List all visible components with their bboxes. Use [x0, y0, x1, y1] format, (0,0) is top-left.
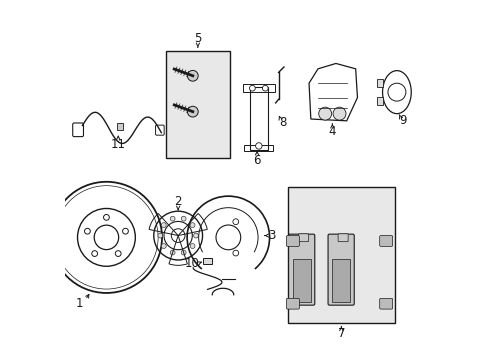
Circle shape [115, 251, 121, 256]
FancyBboxPatch shape [379, 235, 392, 246]
FancyBboxPatch shape [288, 234, 314, 305]
Text: 6: 6 [253, 154, 260, 167]
Circle shape [190, 223, 195, 228]
FancyBboxPatch shape [337, 234, 347, 242]
Circle shape [232, 250, 238, 256]
Circle shape [84, 228, 90, 234]
Text: 1: 1 [76, 297, 83, 310]
Text: 2: 2 [174, 195, 182, 208]
Bar [249, 87, 267, 149]
Circle shape [170, 250, 175, 255]
Circle shape [187, 106, 198, 117]
Circle shape [181, 250, 186, 255]
FancyBboxPatch shape [379, 298, 392, 309]
Bar [242, 84, 274, 92]
Circle shape [232, 219, 238, 225]
Text: 8: 8 [279, 116, 286, 129]
Text: 9: 9 [398, 114, 406, 127]
Circle shape [122, 228, 128, 234]
Bar [376, 97, 382, 105]
Text: 3: 3 [267, 229, 275, 242]
Circle shape [193, 233, 198, 238]
Circle shape [255, 143, 262, 149]
Circle shape [161, 244, 166, 248]
Bar [244, 145, 273, 151]
FancyBboxPatch shape [286, 298, 299, 309]
Circle shape [249, 85, 255, 91]
FancyBboxPatch shape [298, 234, 308, 242]
Circle shape [158, 233, 163, 238]
Bar [332, 259, 349, 302]
Circle shape [318, 107, 331, 120]
Circle shape [170, 216, 175, 221]
Bar [203, 258, 212, 264]
FancyBboxPatch shape [286, 235, 299, 246]
Bar [292, 259, 310, 302]
Bar [287, 187, 394, 323]
FancyBboxPatch shape [327, 234, 353, 305]
Text: 5: 5 [194, 32, 201, 45]
Circle shape [262, 85, 267, 91]
Circle shape [103, 215, 109, 220]
Circle shape [187, 71, 198, 81]
Text: 4: 4 [328, 125, 335, 138]
Bar [165, 51, 230, 158]
Text: 10: 10 [184, 257, 200, 270]
Text: 11: 11 [111, 138, 125, 150]
Circle shape [161, 223, 166, 228]
Circle shape [332, 107, 346, 120]
Text: 7: 7 [337, 327, 345, 340]
Circle shape [92, 251, 98, 256]
Circle shape [181, 216, 186, 221]
Circle shape [190, 244, 195, 248]
Bar [376, 79, 382, 87]
Bar [117, 123, 122, 130]
